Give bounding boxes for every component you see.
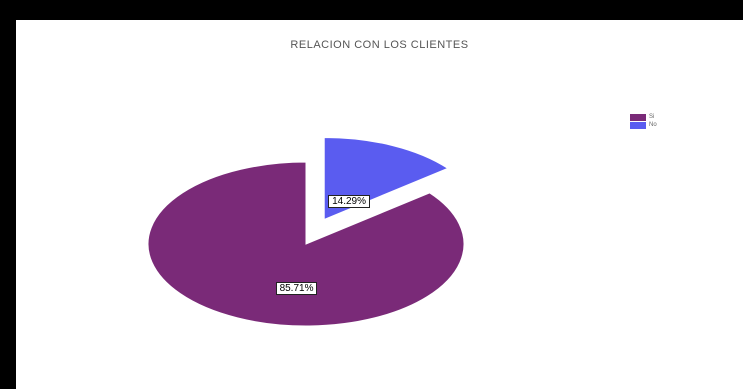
legend-item-no: No xyxy=(630,121,657,129)
slice-label-no: 14.29% xyxy=(328,194,370,208)
legend-item-si: Si xyxy=(630,113,657,121)
legend: Si No xyxy=(630,113,657,129)
slice-label-si: 85.71% xyxy=(275,282,318,296)
legend-label: No xyxy=(649,121,657,128)
legend-swatch xyxy=(630,121,646,129)
chart-title: RELACION CON LOS CLIENTES xyxy=(290,39,469,51)
chart-area: RELACION CON LOS CLIENTES 85.71% 14.29% S… xyxy=(16,20,743,389)
pie-slice-si xyxy=(147,161,465,327)
legend-swatch xyxy=(630,113,646,121)
pie-chart xyxy=(147,136,465,327)
legend-label: Si xyxy=(649,113,655,120)
